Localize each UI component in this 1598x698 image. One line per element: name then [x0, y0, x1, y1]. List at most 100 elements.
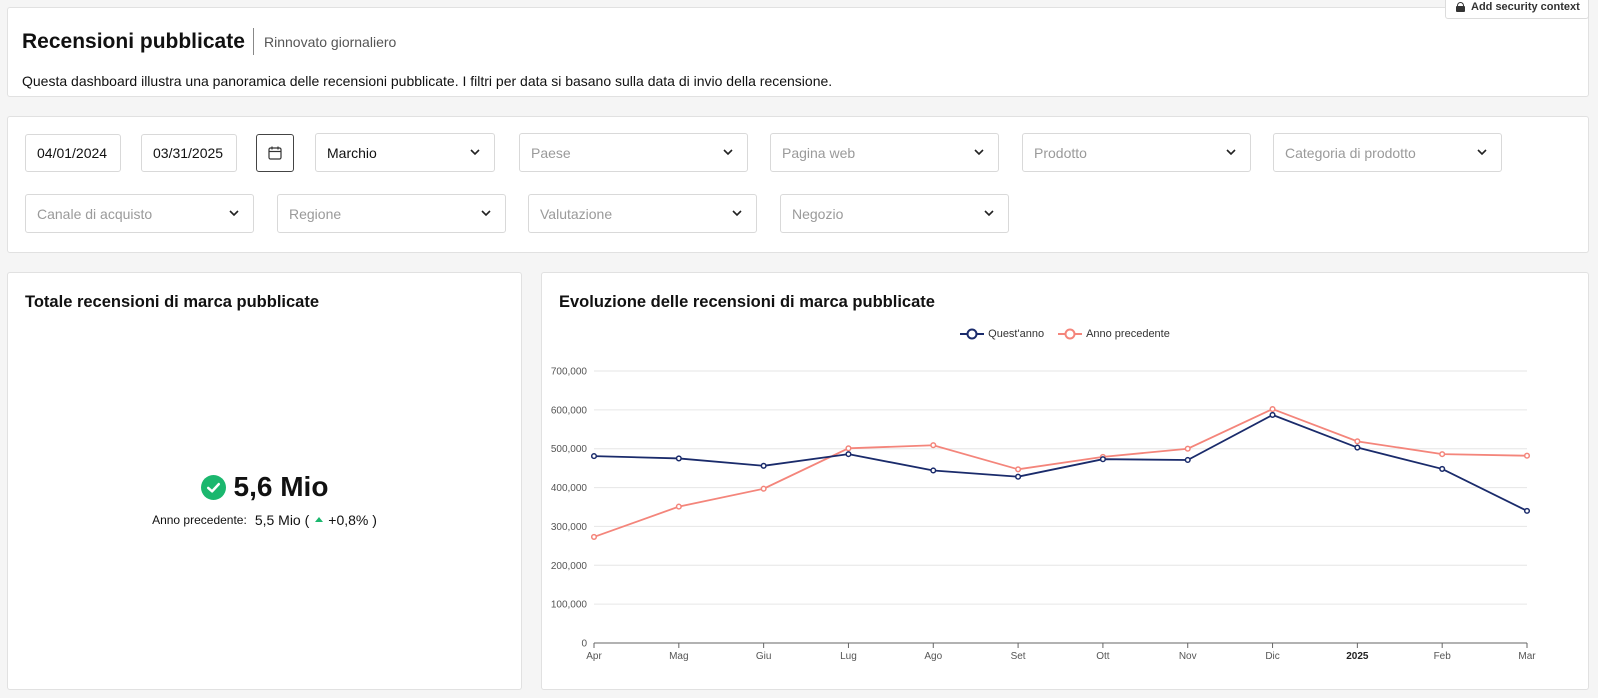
title-divider — [253, 28, 254, 55]
data-point — [930, 467, 937, 474]
kpi-card: Totale recensioni di marca pubblicate 5,… — [7, 272, 522, 690]
data-point — [1015, 466, 1022, 473]
product-select[interactable]: Prodotto — [1022, 133, 1251, 172]
x-tick-label: Nov — [1179, 651, 1197, 662]
purchase-channel-select[interactable]: Canale di acquisto — [25, 194, 254, 233]
x-tick-label: Apr — [586, 651, 602, 662]
series-line — [593, 413, 1528, 512]
kpi-title: Totale recensioni di marca pubblicate — [25, 293, 320, 311]
legend-label: Anno precedente — [1086, 328, 1170, 340]
header-card: Recensioni pubblicate Rinnovato giornali… — [7, 7, 1589, 97]
calendar-icon — [268, 146, 282, 160]
country-select[interactable]: Paese — [519, 133, 748, 172]
chevron-down-icon — [732, 210, 742, 217]
data-point — [760, 485, 767, 492]
x-tick-label: Ott — [1096, 651, 1110, 662]
check-circle-icon — [200, 474, 226, 500]
x-tick-label: Lug — [840, 651, 857, 662]
region-select-placeholder: Regione — [289, 205, 342, 222]
line-chart: 0 100,000 200,000 300,000 400,000 500,000 600,… — [551, 367, 1536, 663]
purchase-channel-select-placeholder: Canale di acquisto — [37, 205, 153, 222]
x-tick-label: Mag — [669, 651, 688, 662]
y-tick-label: 600,000 — [551, 405, 588, 416]
kpi-main: 5,6 Mio — [8, 471, 521, 503]
chevron-down-icon — [723, 149, 733, 156]
y-tick-label: 500,000 — [551, 444, 588, 455]
y-tick-label: 100,000 — [551, 600, 588, 611]
x-tick-label: Set — [1011, 651, 1026, 662]
data-point — [1354, 444, 1361, 451]
chart-title: Evoluzione delle recensioni di marca pub… — [559, 293, 935, 311]
start-date-input[interactable]: 04/01/2024 — [25, 134, 121, 172]
country-select-placeholder: Paese — [531, 144, 571, 161]
legend-item[interactable]: Anno precedente — [1058, 328, 1170, 340]
store-select-placeholder: Negozio — [792, 205, 844, 222]
brand-select[interactable]: Marchio — [315, 133, 495, 172]
product-category-select[interactable]: Categoria di prodotto — [1273, 133, 1502, 172]
data-point — [675, 503, 682, 510]
web-page-select[interactable]: Pagina web — [770, 133, 999, 172]
series-line — [593, 408, 1528, 538]
start-date-value: 04/01/2024 — [37, 145, 108, 161]
web-page-select-placeholder: Pagina web — [782, 144, 856, 161]
legend-marker — [960, 328, 985, 340]
data-point — [760, 462, 767, 469]
data-point — [1523, 452, 1531, 459]
data-point — [1099, 456, 1106, 463]
kpi-value: 5,6 Mio — [233, 471, 329, 502]
store-select[interactable]: Negozio — [780, 194, 1009, 233]
calendar-button[interactable] — [256, 134, 294, 172]
data-point — [930, 442, 937, 449]
chevron-down-icon — [229, 210, 239, 217]
data-point — [590, 453, 598, 460]
data-point — [1354, 438, 1361, 445]
data-point — [845, 445, 852, 452]
dashboard-description: Questa dashboard illustra una panoramica… — [22, 73, 833, 89]
x-tick-label: Giu — [756, 651, 772, 662]
chevron-down-icon — [984, 210, 994, 217]
rating-select-placeholder: Valutazione — [540, 205, 613, 222]
kpi-change: +0,8% ) — [328, 512, 377, 528]
data-point — [1269, 406, 1276, 413]
data-point — [1184, 445, 1191, 452]
x-tick-label: Feb — [1434, 651, 1452, 662]
x-tick-label: 2025 — [1346, 651, 1369, 662]
product-category-select-placeholder: Categoria di prodotto — [1285, 144, 1416, 161]
data-point — [1523, 507, 1531, 514]
data-point — [1184, 456, 1191, 464]
brand-select-value: Marchio — [327, 144, 377, 161]
data-point — [675, 455, 682, 462]
chevron-down-icon — [481, 210, 491, 217]
previous-year-value: 5,5 Mio ( — [254, 512, 310, 528]
chevron-down-icon — [470, 149, 480, 156]
kpi-comparison: Anno precedente: 5,5 Mio ( +0,8% ) — [8, 512, 521, 528]
data-point — [845, 451, 852, 458]
data-point — [1439, 451, 1446, 458]
x-tick-label: Ago — [924, 651, 942, 662]
legend-marker — [1058, 328, 1083, 340]
y-tick-label: 400,000 — [551, 483, 588, 494]
product-select-placeholder: Prodotto — [1034, 144, 1087, 161]
refresh-frequency: Rinnovato giornaliero — [264, 34, 397, 50]
y-tick-label: 0 — [581, 639, 587, 650]
legend-item[interactable]: Quest'anno — [960, 328, 1044, 340]
x-tick-label: Dic — [1265, 651, 1279, 662]
data-point — [1269, 411, 1276, 418]
data-point — [1439, 465, 1446, 472]
triangle-up-icon — [315, 516, 324, 522]
data-point — [1015, 473, 1022, 480]
y-tick-label: 200,000 — [551, 561, 588, 572]
security-button-label: Add security context — [1471, 0, 1580, 13]
filters-card: 04/01/2024 03/31/2025 Marchio Paese Pagi… — [7, 116, 1589, 253]
y-tick-label: 300,000 — [551, 522, 588, 533]
lock-icon — [1456, 1, 1465, 12]
rating-select[interactable]: Valutazione — [528, 194, 757, 233]
chevron-down-icon — [974, 149, 984, 156]
region-select[interactable]: Regione — [277, 194, 506, 233]
add-security-context-button[interactable]: Add security context — [1445, 0, 1589, 19]
x-tick-label: Mar — [1518, 651, 1536, 662]
chart-legend: Quest'anno Anno precedente — [542, 328, 1588, 340]
end-date-input[interactable]: 03/31/2025 — [141, 134, 237, 172]
page-title: Recensioni pubblicate — [22, 30, 245, 53]
y-tick-label: 700,000 — [551, 367, 588, 378]
